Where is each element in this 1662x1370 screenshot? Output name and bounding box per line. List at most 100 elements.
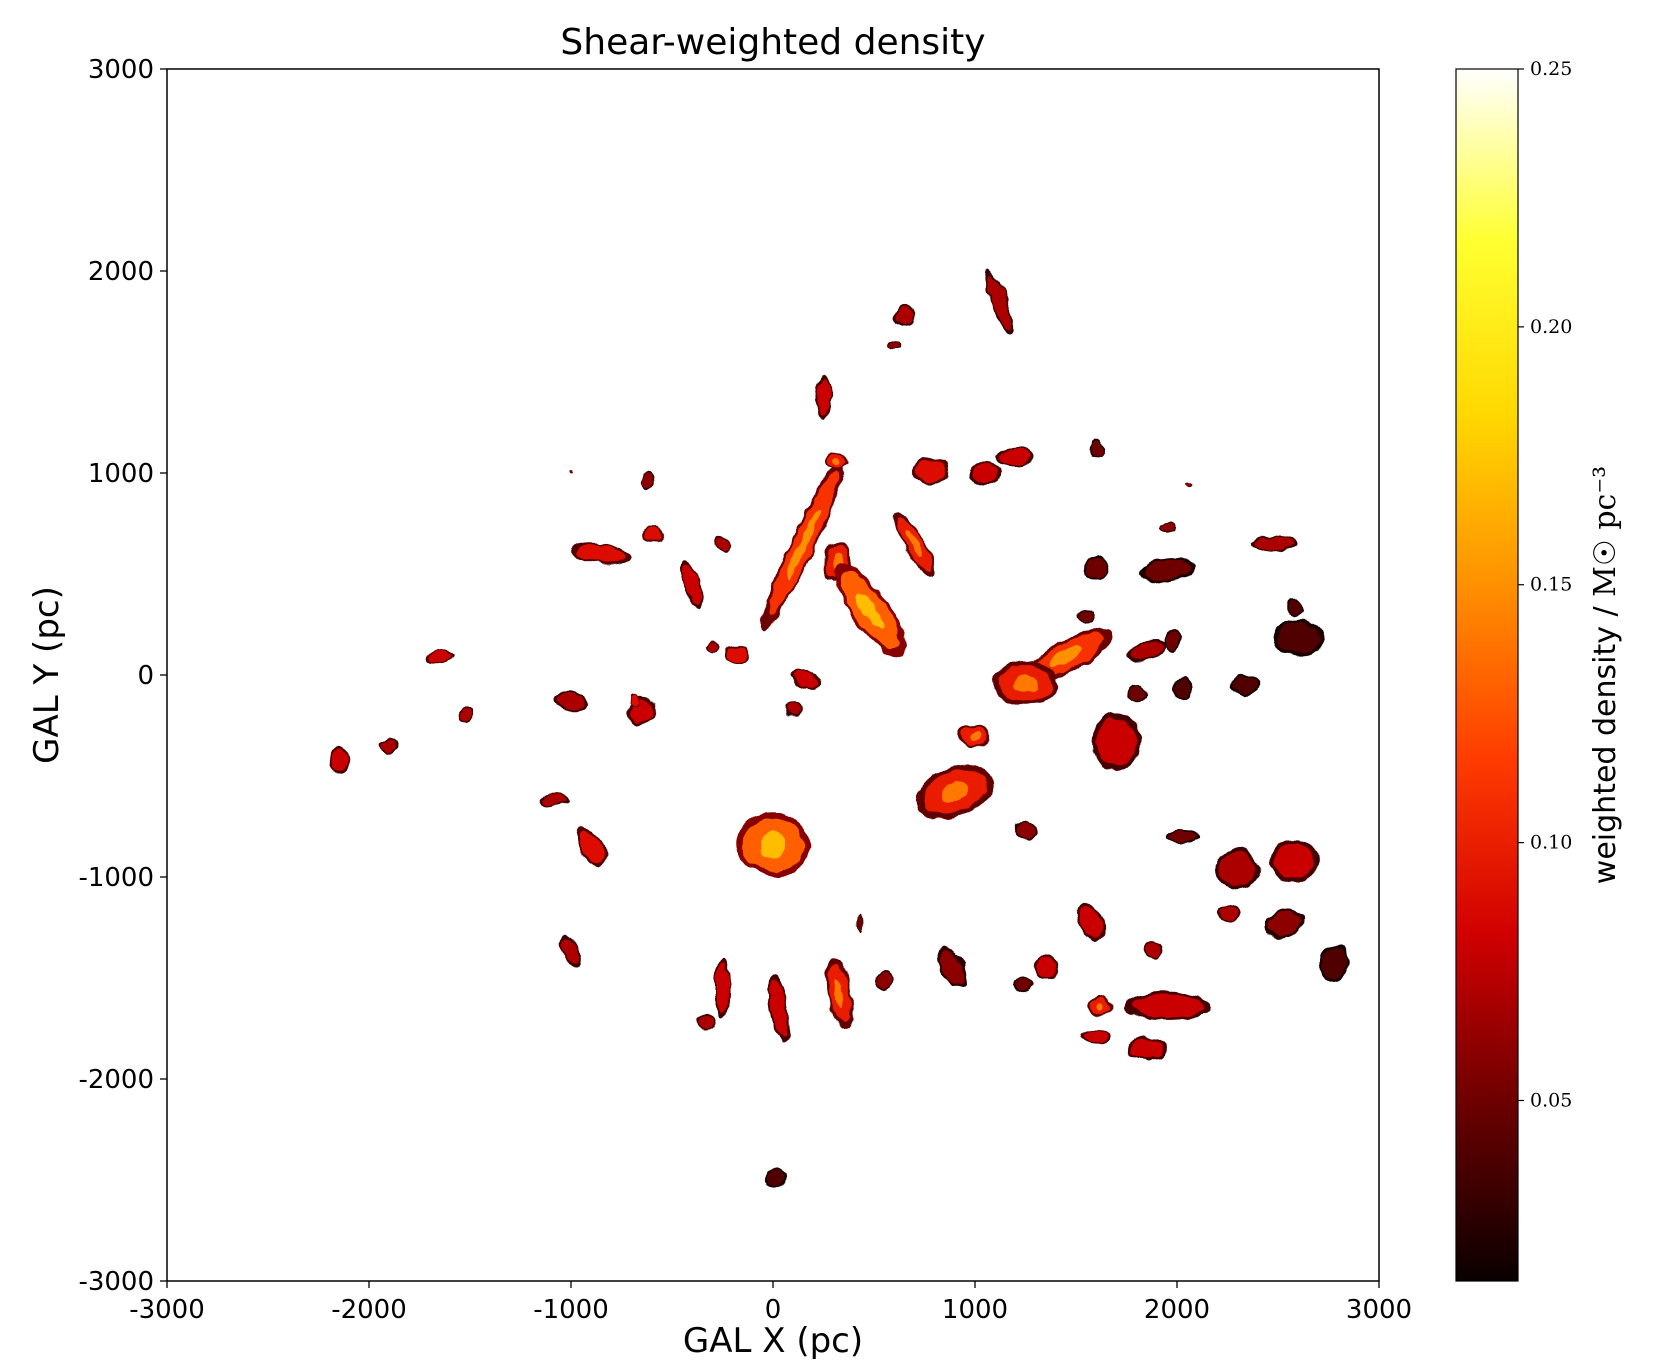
cloud-body — [698, 1015, 715, 1030]
cloud-body — [569, 471, 573, 475]
colorbar-tick-label: 0.25 — [1530, 58, 1572, 80]
colorbar-tick-label: 0.15 — [1530, 574, 1572, 596]
cloud-24 — [783, 701, 804, 718]
cloud-28 — [912, 456, 949, 486]
cloud-body — [380, 739, 398, 752]
cloud-body — [1169, 830, 1197, 843]
x-tick-label: 3000 — [1346, 1295, 1412, 1325]
cloud-body — [428, 651, 452, 663]
x-tick-label: 2000 — [1144, 1295, 1210, 1325]
cloud-34 — [1084, 555, 1109, 581]
cloud-50 — [1166, 829, 1200, 844]
cloud-body — [1144, 943, 1162, 957]
cloud-body — [1287, 601, 1301, 615]
cloud-body — [792, 671, 818, 687]
cloud-body — [1219, 905, 1240, 922]
cloud-body — [458, 709, 474, 722]
y-tick-label: 0 — [137, 661, 154, 691]
cloud-56 — [1075, 902, 1105, 940]
cloud-66 — [768, 974, 790, 1043]
cloud-49 — [1158, 522, 1175, 533]
cloud-10 — [680, 559, 704, 609]
cloud-72 — [568, 470, 574, 476]
cloud-23 — [789, 669, 821, 689]
cloud-46 — [1271, 620, 1325, 657]
cloud-65 — [826, 958, 854, 1031]
cloud-26 — [887, 338, 902, 349]
cloud-6 — [575, 826, 607, 867]
cloud-body — [1255, 537, 1293, 551]
cloud-body — [1089, 442, 1103, 456]
cloud-body — [770, 980, 788, 1037]
cloud-body — [715, 963, 730, 1013]
cloud-body — [1233, 675, 1259, 695]
cloud-body — [1015, 823, 1036, 838]
cloud-body — [1078, 906, 1103, 937]
colorbar-axis: 0.05 0.10 0.15 0.20 0.25 — [1518, 58, 1572, 1111]
y-tick-label: 3000 — [88, 55, 154, 85]
cloud-70 — [856, 914, 863, 933]
cloud-body — [877, 971, 891, 989]
cloud-body — [556, 693, 586, 710]
x-tick-label: -1000 — [533, 1295, 609, 1325]
cloud-body — [641, 526, 662, 541]
cloud-33 — [993, 660, 1058, 706]
y-axis: -3000 -2000 -1000 0 1000 2000 3000 — [78, 55, 167, 1297]
cloud-14 — [715, 534, 730, 553]
cloud-core — [1095, 1002, 1105, 1011]
cloud-core — [834, 979, 845, 1009]
x-axis-label: GAL X (pc) — [683, 1321, 863, 1361]
cloud-47 — [1286, 600, 1303, 617]
cloud-15 — [760, 455, 846, 632]
chart-title: Shear-weighted density — [560, 22, 985, 63]
cloud-body — [1186, 481, 1192, 485]
cloud-body — [1130, 1038, 1164, 1059]
cloud-body — [1276, 623, 1320, 654]
y-axis-label: GAL Y (pc) — [27, 586, 67, 764]
cloud-body — [1274, 842, 1315, 880]
cloud-69 — [876, 969, 893, 991]
cloud-7 — [561, 934, 581, 970]
cloud-core — [786, 508, 821, 579]
cloud-body — [1000, 448, 1031, 466]
y-tick-label: 2000 — [88, 257, 154, 287]
cloud-body — [1035, 957, 1056, 978]
cloud-48 — [1251, 535, 1297, 552]
cloud-body — [1128, 685, 1145, 701]
cloud-body — [1173, 680, 1193, 699]
cloud-body — [1096, 718, 1137, 765]
cloud-body — [888, 339, 900, 348]
cloud-67 — [714, 957, 731, 1019]
cloud-17 — [825, 452, 850, 469]
y-tick-label: -3000 — [78, 1267, 154, 1297]
y-tick-label: 1000 — [88, 459, 154, 489]
x-tick-label: -2000 — [331, 1295, 407, 1325]
cloud-71 — [763, 1168, 787, 1188]
cloud-22 — [894, 511, 935, 576]
cloud-27 — [985, 268, 1014, 334]
cloud-4 — [553, 691, 589, 711]
cloud-core — [906, 530, 923, 557]
cloud-body — [971, 463, 999, 483]
cloud-16 — [815, 374, 832, 419]
cloud-18 — [724, 646, 749, 663]
cloud-layer — [327, 268, 1349, 1188]
colorbar-label: weighted density / M☉ pc⁻³ — [1588, 466, 1623, 884]
cloud-5 — [540, 794, 569, 807]
colorbar-tick-label: 0.20 — [1530, 316, 1572, 338]
cloud-body — [1082, 1030, 1110, 1043]
cloud-58 — [1013, 974, 1034, 994]
cloud-body — [1322, 948, 1347, 979]
colorbar-label-text: weighted density / — [1588, 597, 1623, 884]
cloud-12 — [642, 473, 653, 490]
cloud-62 — [1126, 1036, 1167, 1061]
cloud-30 — [997, 446, 1034, 467]
cloud-body — [543, 795, 567, 806]
cloud-body — [765, 1170, 785, 1186]
cloud-body — [643, 474, 652, 488]
cloud-42 — [1163, 630, 1183, 651]
cloud-64 — [937, 947, 969, 989]
cloud-core — [1014, 674, 1037, 692]
x-axis: -3000 -2000 -1000 0 1000 2000 3000 — [129, 1281, 1412, 1325]
